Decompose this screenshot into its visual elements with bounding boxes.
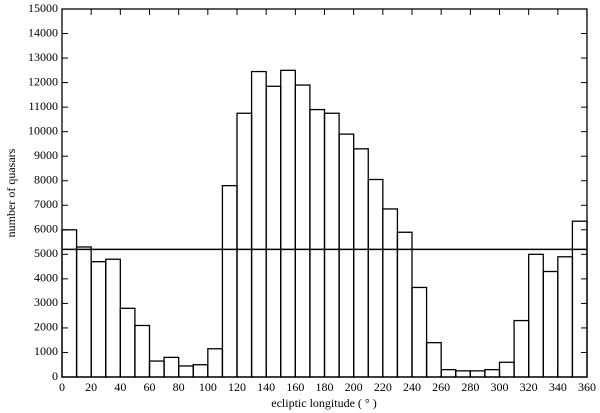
y-tick-label: 12000	[28, 74, 58, 88]
bar	[119, 307, 136, 378]
bar	[163, 356, 180, 378]
bar	[148, 360, 165, 378]
bar	[396, 231, 413, 378]
x-tick-label: 140	[257, 380, 275, 394]
bar	[221, 184, 238, 378]
bar	[75, 246, 92, 378]
x-tick-label: 120	[228, 380, 246, 394]
bar	[571, 220, 588, 378]
y-tick-label: 2000	[34, 320, 58, 334]
x-tick-label: 260	[432, 380, 450, 394]
bar	[236, 112, 253, 378]
x-tick-label: 0	[59, 380, 65, 394]
bar	[440, 368, 457, 378]
y-tick-label: 15000	[28, 1, 58, 15]
y-tick-label: 6000	[34, 222, 58, 236]
bar	[192, 364, 209, 378]
y-tick-label: 1000	[34, 344, 58, 358]
x-tick-label: 320	[520, 380, 538, 394]
bar	[542, 270, 559, 378]
y-axis-label: number of quasars	[4, 148, 18, 237]
bar	[207, 348, 224, 378]
bar	[178, 365, 194, 378]
x-tick-label: 160	[286, 380, 304, 394]
y-tick-label: 7000	[34, 197, 58, 211]
x-tick-label: 180	[316, 380, 334, 394]
y-tick-label: 9000	[34, 148, 58, 162]
x-tick-label: 200	[345, 380, 363, 394]
x-tick-label: 240	[403, 380, 421, 394]
x-tick-label: 100	[199, 380, 217, 394]
bar	[353, 148, 369, 378]
x-tick-label: 300	[491, 380, 509, 394]
plot-frame	[61, 8, 588, 378]
bar	[498, 361, 515, 378]
y-tick-label: 0	[52, 369, 58, 383]
bar	[484, 368, 501, 378]
x-tick-label: 280	[461, 380, 479, 394]
y-tick-label: 11000	[28, 99, 58, 113]
y-tick-label: 14000	[28, 25, 58, 39]
bar	[265, 85, 282, 378]
y-tick-label: 13000	[28, 50, 58, 64]
bar	[105, 258, 121, 378]
x-tick-label: 40	[114, 380, 126, 394]
bar	[90, 261, 107, 378]
bar	[338, 133, 355, 378]
bar	[411, 286, 428, 378]
x-tick-label: 20	[85, 380, 97, 394]
y-tick-label: 10000	[28, 123, 58, 137]
bar	[280, 69, 296, 378]
x-tick-label: 80	[173, 380, 185, 394]
y-tick-label: 4000	[34, 271, 58, 285]
bar	[309, 108, 326, 378]
bar	[134, 324, 151, 378]
bar	[294, 84, 311, 378]
bar	[557, 256, 574, 378]
x-tick-label: 360	[578, 380, 596, 394]
y-tick-label: 3000	[34, 295, 58, 309]
x-tick-label: 220	[374, 380, 392, 394]
y-tick-label: 8000	[34, 172, 58, 186]
bar	[250, 70, 267, 378]
bar	[455, 370, 471, 378]
x-tick-label: 340	[549, 380, 567, 394]
bar	[425, 342, 442, 378]
x-tick-label: 60	[144, 380, 156, 394]
bar	[528, 253, 544, 378]
y-tick-label: 5000	[34, 246, 58, 260]
bar	[323, 112, 340, 378]
x-axis-label: ecliptic longitude ( ° )	[271, 396, 376, 410]
bar	[513, 319, 530, 378]
bar	[469, 370, 486, 378]
bar	[382, 208, 399, 378]
bar	[367, 178, 384, 378]
